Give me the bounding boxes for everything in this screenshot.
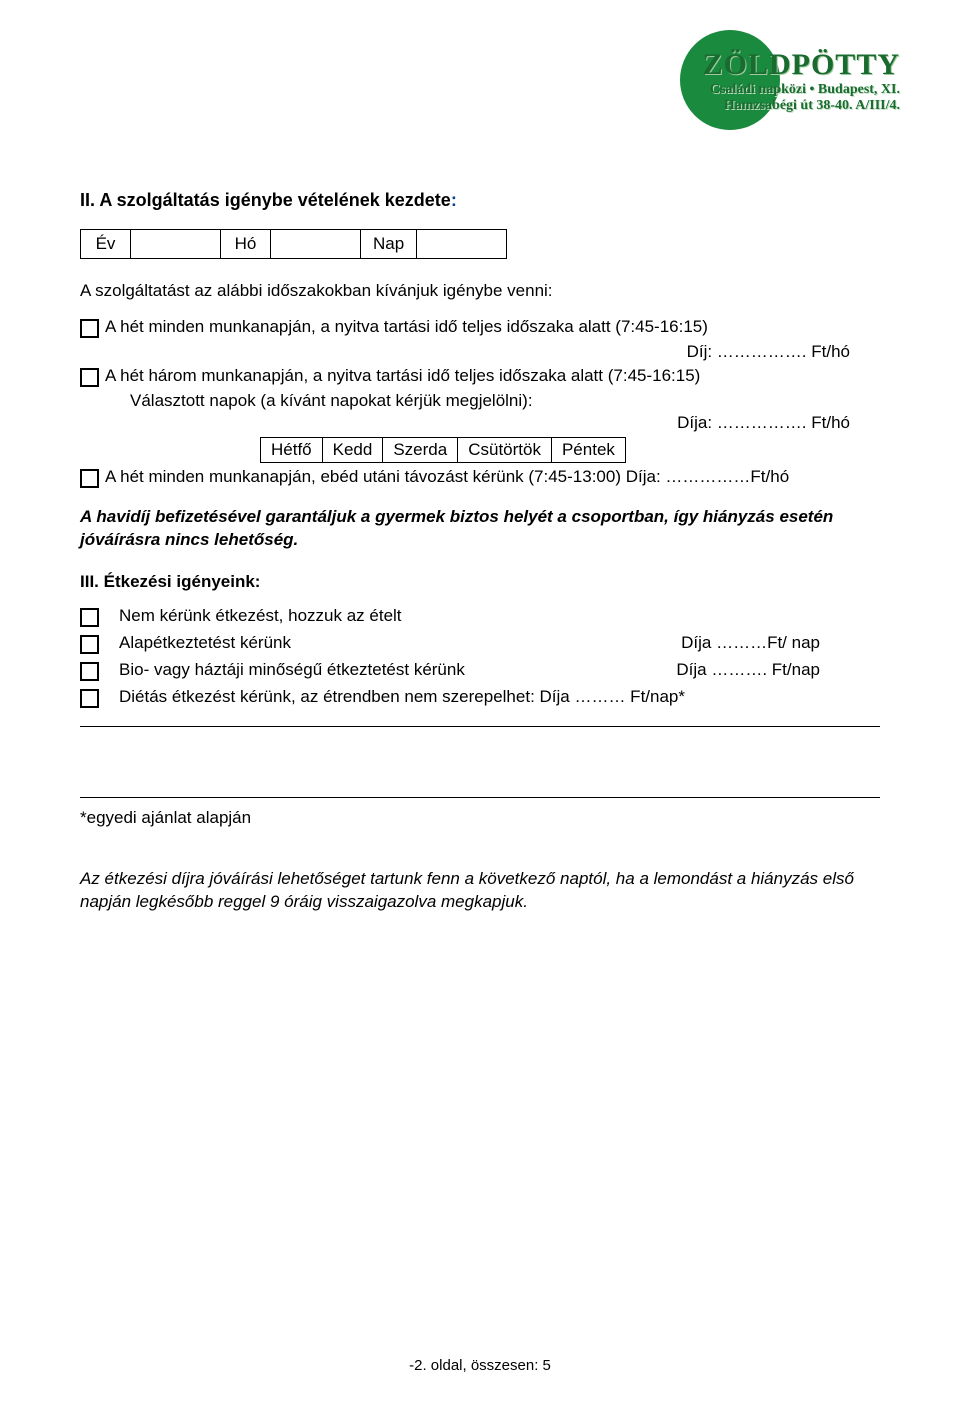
date-month-value[interactable] (271, 230, 361, 259)
logo-subtitle-2: Hamzsabégi út 38-40. A/III/4. (703, 98, 900, 114)
section-3-title: III. Étkezési igényeink: (80, 572, 880, 592)
section-2-title: II. A szolgáltatás igénybe vételének kez… (80, 190, 880, 211)
option-1-checkbox[interactable] (80, 319, 99, 338)
meal-2-row: Alapétkeztetést kérünk Díja ………Ft/ nap (80, 633, 880, 654)
periods-intro: A szolgáltatást az alábbi időszakokban k… (80, 281, 880, 301)
date-month-label: Hó (221, 230, 271, 259)
option-2-text: A hét három munkanapján, a nyitva tartás… (105, 366, 880, 386)
meal-2-checkbox[interactable] (80, 635, 99, 654)
option-2-row: A hét három munkanapján, a nyitva tartás… (80, 366, 880, 387)
meal-4-row: Diétás étkezést kérünk, az étrendben nem… (80, 687, 880, 708)
meal-1-checkbox[interactable] (80, 608, 99, 627)
day-tue[interactable]: Kedd (322, 438, 383, 463)
date-year-value[interactable] (131, 230, 221, 259)
section-2-title-colon: : (451, 190, 457, 210)
separator-2 (80, 797, 880, 798)
day-wed[interactable]: Szerda (383, 438, 458, 463)
separator-1 (80, 726, 880, 727)
meal-3-label: Bio- vagy háztáji minőségű étkeztetést k… (119, 660, 465, 680)
meal-4-text: Diétás étkezést kérünk, az étrendben nem… (119, 687, 685, 707)
option-2-subtext: Választott napok (a kívánt napokat kérjü… (80, 391, 880, 411)
option-1-row: A hét minden munkanapján, a nyitva tartá… (80, 317, 880, 338)
header-logo: ZÖLDPÖTTY Családi napközi • Budapest, XI… (580, 20, 900, 140)
closing-note: Az étkezési díjra jóváírási lehetőséget … (80, 868, 880, 914)
meal-3-row: Bio- vagy háztáji minőségű étkeztetést k… (80, 660, 880, 681)
option-2-checkbox[interactable] (80, 368, 99, 387)
option-3-checkbox[interactable] (80, 469, 99, 488)
date-day-value[interactable] (417, 230, 507, 259)
day-mon[interactable]: Hétfő (261, 438, 323, 463)
meal-1-text: Nem kérünk étkezést, hozzuk az ételt (119, 606, 402, 626)
option-1-fee: Díj: ……………. Ft/hó (80, 342, 880, 362)
guarantee-note: A havidíj befizetésével garantáljuk a gy… (80, 506, 880, 552)
day-fri[interactable]: Péntek (551, 438, 625, 463)
logo-text-block: ZÖLDPÖTTY Családi napközi • Budapest, XI… (703, 48, 900, 114)
start-date-table: Év Hó Nap (80, 229, 507, 259)
days-table: Hétfő Kedd Szerda Csütörtök Péntek (260, 437, 626, 463)
option-3-text: A hét minden munkanapján, ebéd utáni táv… (105, 467, 880, 487)
meal-1-row: Nem kérünk étkezést, hozzuk az ételt (80, 606, 880, 627)
date-day-label: Nap (361, 230, 417, 259)
meal-2-label: Alapétkeztetést kérünk (119, 633, 291, 653)
meal-3-checkbox[interactable] (80, 662, 99, 681)
meal-4-checkbox[interactable] (80, 689, 99, 708)
day-thu[interactable]: Csütörtök (458, 438, 552, 463)
page-number: -2. oldal, összesen: 5 (409, 1357, 551, 1374)
logo-title: ZÖLDPÖTTY (703, 48, 900, 82)
logo-subtitle-1: Családi napközi • Budapest, XI. (703, 82, 900, 98)
option-3-row: A hét minden munkanapján, ebéd utáni táv… (80, 467, 880, 488)
date-year-label: Év (81, 230, 131, 259)
meal-3-price: Díja ………. Ft/nap (676, 660, 880, 680)
option-1-text: A hét minden munkanapján, a nyitva tartá… (105, 317, 880, 337)
meal-2-price: Díja ………Ft/ nap (681, 633, 880, 653)
option-2-fee: Díja: ……………. Ft/hó (80, 413, 880, 433)
footnote: *egyedi ajánlat alapján (80, 808, 880, 828)
section-2-title-text: II. A szolgáltatás igénybe vételének kez… (80, 190, 451, 210)
